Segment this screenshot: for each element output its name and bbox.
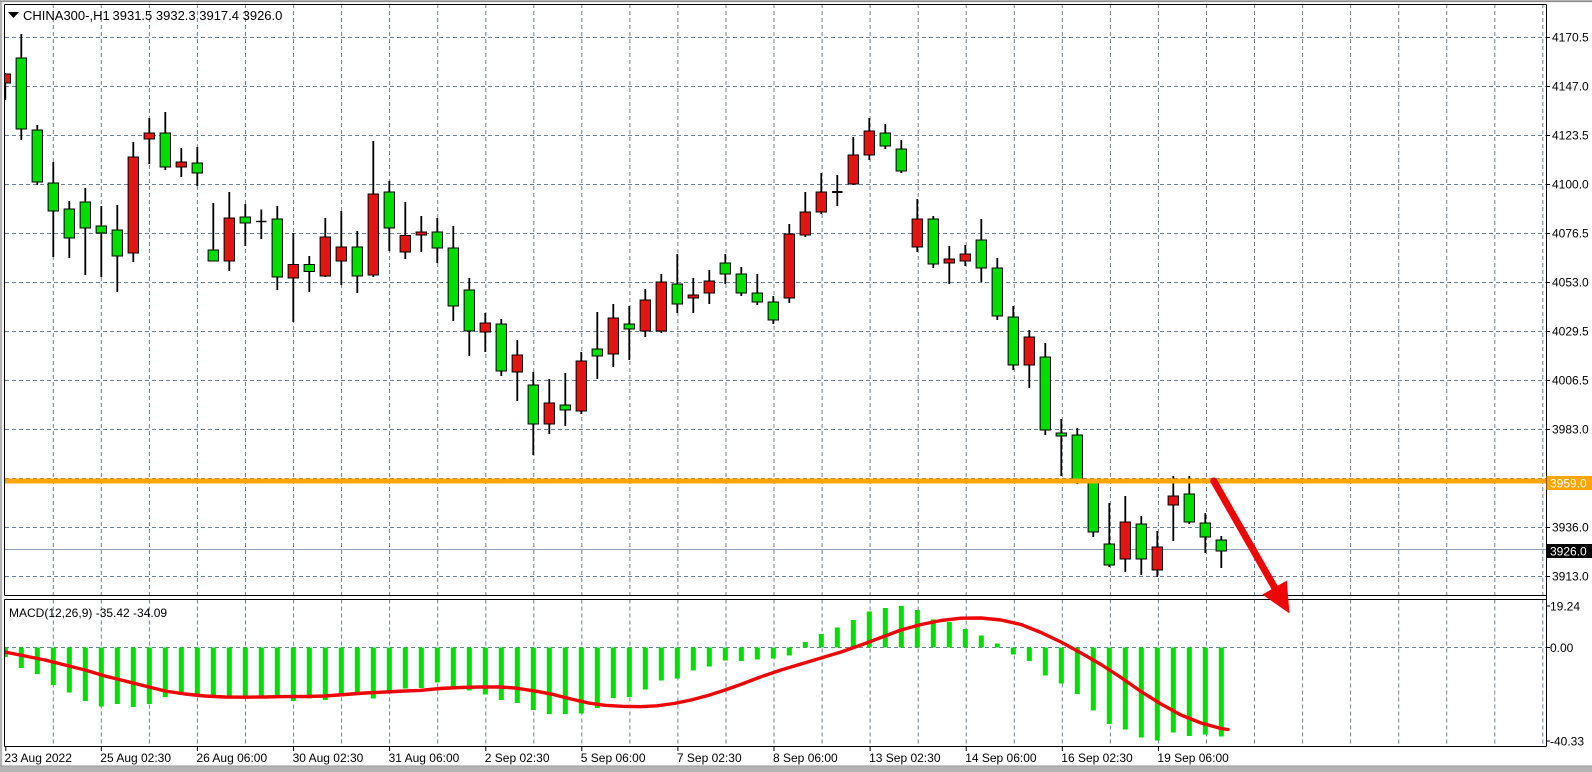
svg-text:30 Aug 02:30: 30 Aug 02:30 [293, 751, 364, 765]
svg-text:13 Sep 02:30: 13 Sep 02:30 [869, 751, 941, 765]
svg-text:4053.0: 4053.0 [1552, 276, 1589, 290]
svg-text:19.24: 19.24 [1550, 600, 1580, 614]
svg-text:16 Sep 02:30: 16 Sep 02:30 [1061, 751, 1133, 765]
svg-text:23 Aug 2022: 23 Aug 2022 [5, 751, 73, 765]
svg-text:26 Aug 06:00: 26 Aug 06:00 [196, 751, 267, 765]
svg-text:3959.0: 3959.0 [1550, 477, 1587, 491]
svg-text:3983.0: 3983.0 [1552, 423, 1589, 437]
svg-text:CHINA300-,H1: CHINA300-,H1 [23, 8, 110, 23]
svg-text:31 Aug 06:00: 31 Aug 06:00 [389, 751, 460, 765]
svg-text:-40.33: -40.33 [1550, 735, 1584, 749]
svg-text:4170.5: 4170.5 [1552, 31, 1589, 45]
svg-text:2 Sep 02:30: 2 Sep 02:30 [485, 751, 550, 765]
svg-text:25 Aug 02:30: 25 Aug 02:30 [100, 751, 171, 765]
svg-text:7 Sep 02:30: 7 Sep 02:30 [677, 751, 742, 765]
svg-text:3913.0: 3913.0 [1552, 570, 1589, 584]
svg-text:4123.5: 4123.5 [1552, 129, 1589, 143]
svg-text:4006.5: 4006.5 [1552, 374, 1589, 388]
svg-text:3936.0: 3936.0 [1552, 521, 1589, 535]
svg-text:5 Sep 06:00: 5 Sep 06:00 [581, 751, 646, 765]
svg-text:3926.0: 3926.0 [1550, 545, 1587, 559]
svg-text:4029.5: 4029.5 [1552, 325, 1589, 339]
svg-text:19 Sep 06:00: 19 Sep 06:00 [1157, 751, 1229, 765]
svg-text:MACD(12,26,9) -35.42 -34.09: MACD(12,26,9) -35.42 -34.09 [9, 606, 167, 620]
svg-text:4147.0: 4147.0 [1552, 80, 1589, 94]
svg-text:4076.5: 4076.5 [1552, 227, 1589, 241]
svg-text:3931.5 3932.3 3917.4 3926.0: 3931.5 3932.3 3917.4 3926.0 [113, 8, 283, 23]
svg-text:14 Sep 06:00: 14 Sep 06:00 [965, 751, 1037, 765]
svg-text:4100.0: 4100.0 [1552, 178, 1589, 192]
svg-text:8 Sep 06:00: 8 Sep 06:00 [773, 751, 838, 765]
svg-text:0.00: 0.00 [1550, 641, 1574, 655]
